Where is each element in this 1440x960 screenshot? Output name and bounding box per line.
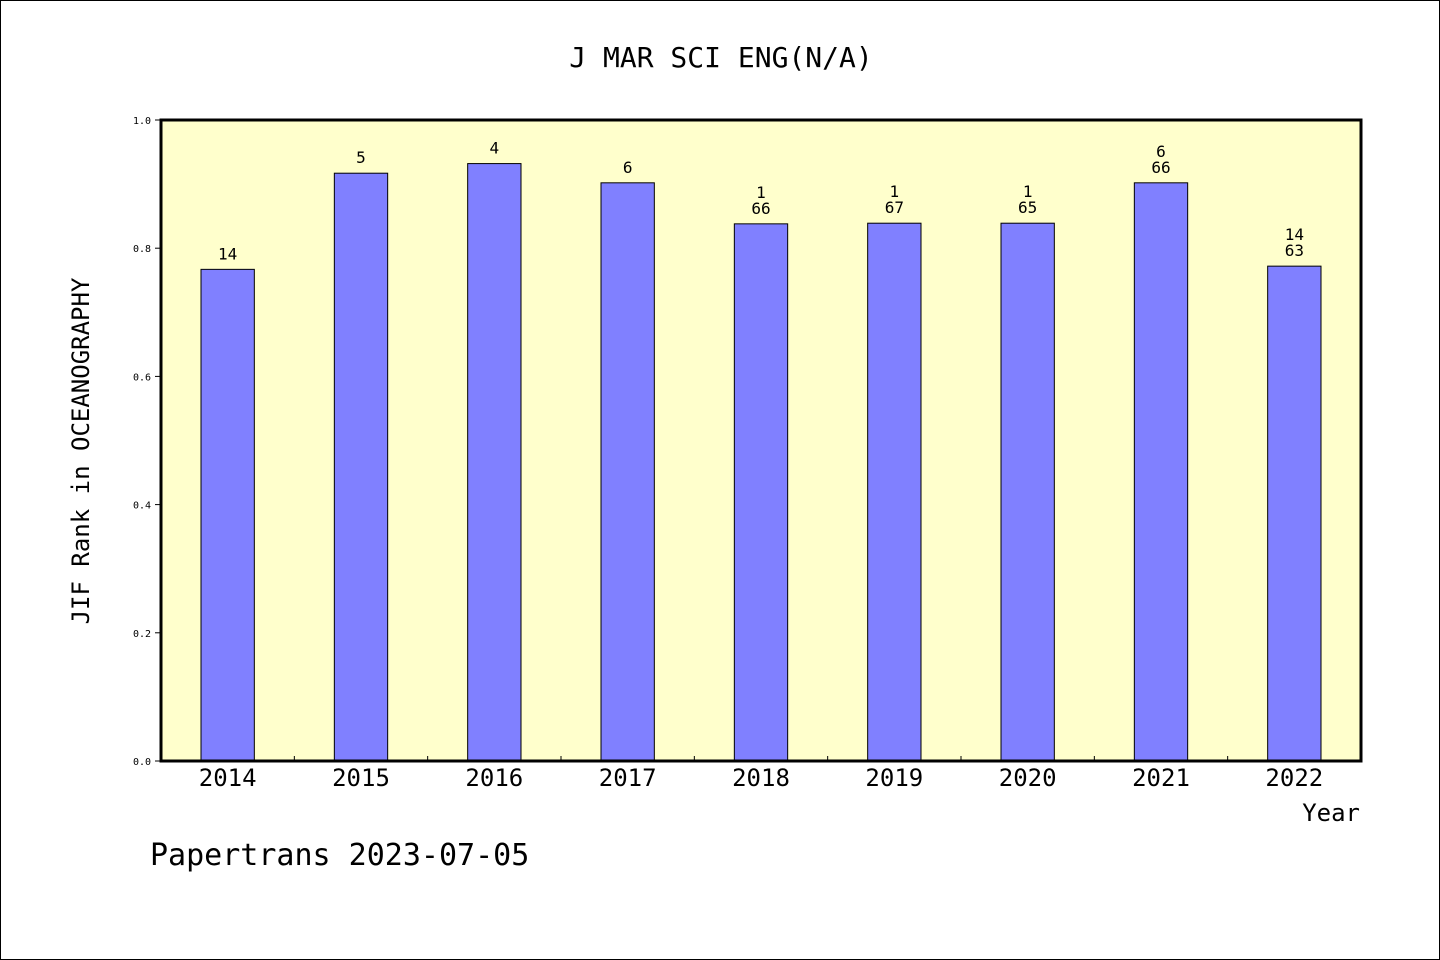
y-tick-label: 0.2: [133, 629, 151, 640]
y-axis-label: JIF Rank in OCEANOGRAPHY: [67, 277, 95, 624]
bar-2019: [867, 222, 922, 762]
bar-2022: [1267, 265, 1322, 762]
bar-data-label: 14: [218, 244, 237, 263]
bar-data-label: 65: [1018, 198, 1037, 217]
bar-2018: [733, 223, 789, 762]
bar-2014: [200, 268, 255, 762]
bar-2015: [333, 172, 389, 762]
x-tick-label: 2014: [199, 764, 257, 792]
x-tick-label: 2015: [332, 764, 390, 792]
bars-layer: [200, 163, 1322, 762]
bar-data-label: 6: [1156, 142, 1166, 161]
x-tick-label: 2021: [1132, 764, 1190, 792]
footer-stamp: Papertrans 2023-07-05: [150, 838, 529, 873]
plot-border: [159, 118, 1363, 763]
labels-layer: 2014142015520164201762018166201916720201…: [133, 116, 1323, 792]
y-tick-label: 0.6: [133, 372, 151, 383]
bar-2021: [1133, 182, 1189, 762]
x-tick-label: 2019: [865, 764, 923, 792]
x-tick-label: 2020: [999, 764, 1057, 792]
y-tick-label: 0.0: [133, 757, 151, 768]
y-tick-label: 0.4: [133, 501, 151, 512]
bar-data-label: 66: [1151, 158, 1170, 177]
x-tick-label: 2022: [1265, 764, 1323, 792]
bar-data-label: 63: [1285, 241, 1304, 260]
x-tick-label: 2017: [599, 764, 657, 792]
bar-2017: [600, 182, 655, 762]
bar-data-label: 1: [756, 183, 766, 202]
x-tick-label: 2018: [732, 764, 790, 792]
bar-data-label: 67: [885, 198, 904, 217]
bar-2016: [467, 163, 522, 762]
x-axis-label: Year: [1302, 799, 1360, 827]
axis-layer: [155, 119, 1229, 762]
y-tick-label: 0.8: [133, 244, 151, 255]
bar-data-label: 14: [1285, 225, 1304, 244]
chart-title: J MAR SCI ENG(N/A): [569, 41, 872, 74]
x-tick-label: 2016: [465, 764, 523, 792]
bar-data-label: 1: [1023, 182, 1033, 201]
y-tick-label: 1.0: [133, 116, 151, 127]
bar-2020: [1000, 222, 1055, 762]
bar-data-label: 5: [356, 148, 366, 167]
bar-data-label: 66: [751, 199, 770, 218]
bar-data-label: 4: [490, 139, 500, 158]
bar-data-label: 1: [890, 182, 900, 201]
bar-data-label: 6: [623, 158, 633, 177]
